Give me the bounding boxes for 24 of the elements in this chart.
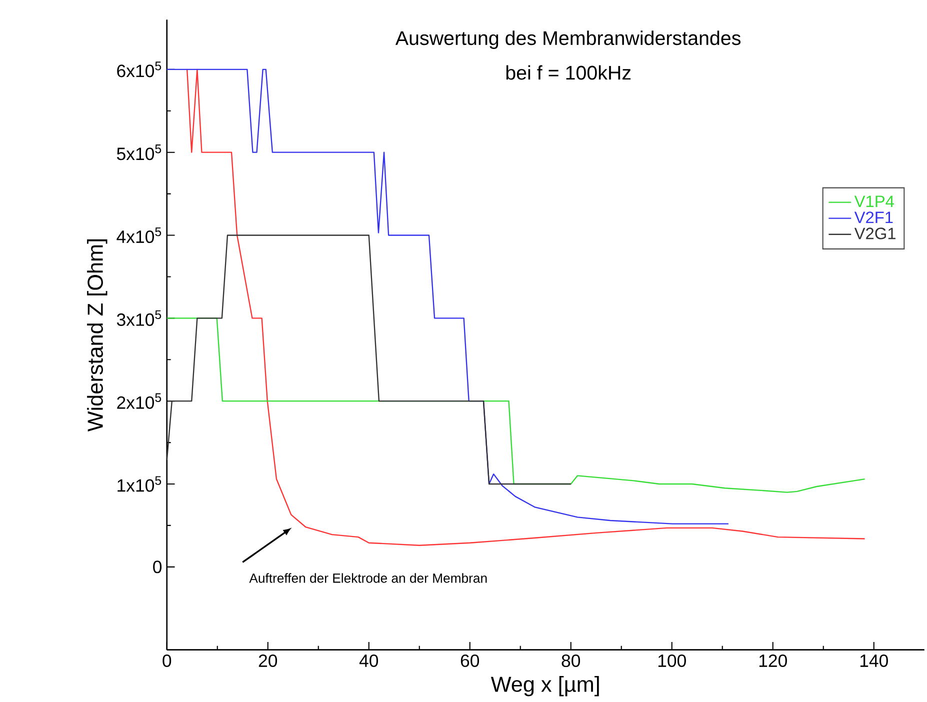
x-tick-label: 120 [759, 654, 787, 667]
x-tick-label: 60 [460, 654, 480, 667]
y-tick-label: 4x10$^{5}$ [116, 227, 162, 243]
line-series [166, 234, 572, 484]
x-tick-label: 40 [359, 654, 378, 667]
x-tick-label: 140 [860, 654, 888, 667]
text: bei f = 100kHz [506, 65, 631, 80]
y-tick-label: 2x10$^{5}$ [117, 393, 162, 409]
x-tick-label: 80 [562, 654, 580, 667]
legend-label: V2G1 [854, 227, 896, 240]
y-tick-label: 6x10$^{5}$ [117, 61, 162, 78]
x-axis-title: Weg x [µm] [490, 676, 599, 696]
y-tick-label: 5x10$^{5}$ [116, 144, 162, 160]
x-tick-label: 100 [658, 654, 686, 667]
x-tick-label: 20 [258, 654, 278, 667]
legend-label: V2F1 [854, 211, 893, 223]
y-tick-label: 0 [153, 560, 162, 574]
y-tick-label: 1x10$^{5}$ [118, 476, 162, 492]
text: Auswertung des Membranwiderstandes [395, 30, 740, 49]
annotation: Auftreffen der Elektrode an der Membran [249, 573, 487, 583]
y-tick-label: 3x10$^{5}$ [116, 310, 162, 326]
x-tick-label: 0 [162, 654, 172, 667]
legend-label: V1P4 [854, 196, 894, 207]
y-axis-title: Widerstand Z [Ohm] [87, 239, 108, 432]
